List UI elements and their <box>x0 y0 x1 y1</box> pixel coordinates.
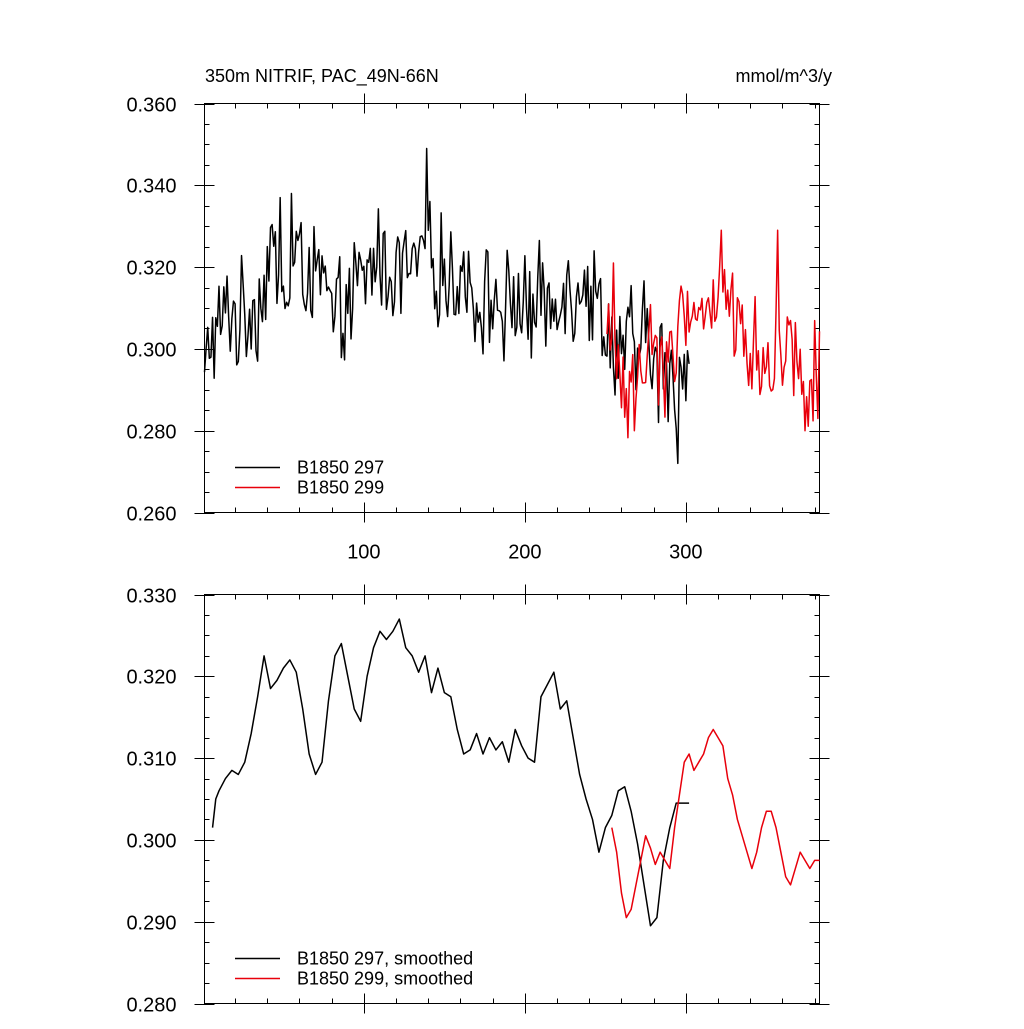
legend-label-1: B1850 297 <box>297 458 384 478</box>
y-tick-label: 0.280 <box>126 995 176 1017</box>
y-tick-label: 0.320 <box>126 258 176 280</box>
series-line-2 <box>611 728 820 919</box>
y-tick-label: 0.330 <box>126 586 176 608</box>
series-line-2 <box>606 229 821 439</box>
top-panel-frame <box>204 103 820 513</box>
y-tick-label: 0.300 <box>126 340 176 362</box>
bottom-panel-ticks: 0.280 0.290 0.300 0.310 0.320 0.330 <box>126 584 830 1017</box>
top-panel-series <box>203 147 821 465</box>
series-line-1 <box>203 147 690 465</box>
top-panel-ticks: 0.260 0.280 0.300 0.320 0.340 0.360 100 200 300 <box>126 93 830 564</box>
series-line-1 <box>211 618 690 927</box>
y-tick-label: 0.340 <box>126 176 176 198</box>
y-tick-label: 0.280 <box>126 422 176 444</box>
x-tick-label: 300 <box>669 542 702 564</box>
bottom-panel: 0.280 0.290 0.300 0.310 0.320 0.330 B1850 297… <box>126 584 830 1017</box>
y-tick-label: 0.260 <box>126 504 176 526</box>
bottom-panel-frame <box>204 594 820 1004</box>
y-tick-label: 0.320 <box>126 667 176 689</box>
y-tick-label: 0.290 <box>126 913 176 935</box>
legend-label-1: B1850 297, smoothed <box>297 949 473 969</box>
top-panel-title: 350m NITRIF, PAC_49N-66N <box>205 66 439 87</box>
legend-label-2: B1850 299, smoothed <box>297 969 473 989</box>
top-panel: 350m NITRIF, PAC_49N-66N mmol/m^3/y 0.26… <box>126 66 832 564</box>
x-tick-label: 200 <box>508 542 541 564</box>
y-tick-label: 0.310 <box>126 749 176 771</box>
top-panel-units: mmol/m^3/y <box>736 66 832 86</box>
y-tick-label: 0.360 <box>126 95 176 117</box>
bottom-panel-series <box>211 618 820 927</box>
legend-label-2: B1850 299 <box>297 478 384 498</box>
x-tick-label: 100 <box>347 542 380 564</box>
y-tick-label: 0.300 <box>126 831 176 853</box>
